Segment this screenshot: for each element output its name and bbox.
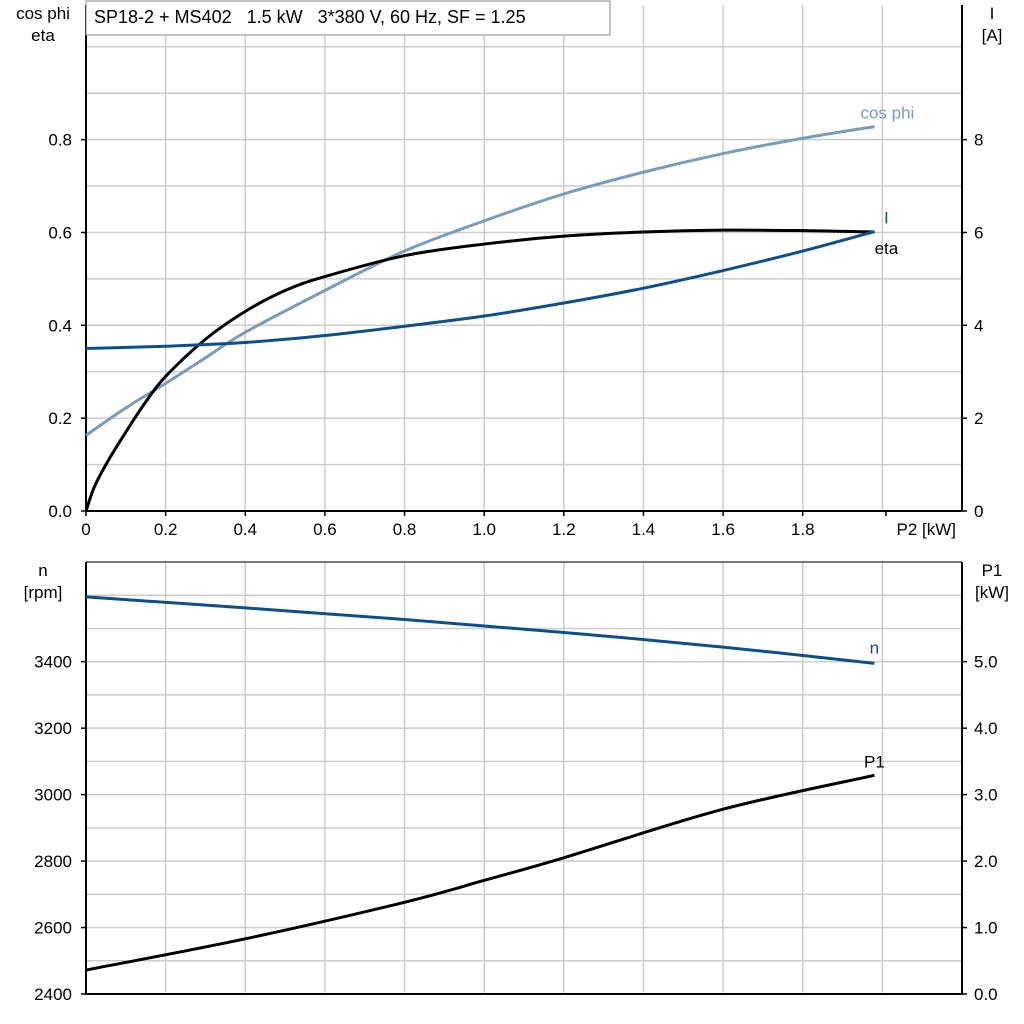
- left-tick-label: 0.8: [48, 131, 72, 150]
- title-box: [85, 0, 611, 36]
- right-tick-label: 2.0: [974, 852, 998, 871]
- series-line-i: [85, 230, 875, 351]
- right-tick-label: 8: [974, 131, 983, 150]
- x-tick-label: 0: [81, 520, 90, 539]
- series-label-n: n: [870, 638, 879, 657]
- left-tick-label: 2800: [34, 852, 72, 871]
- x-tick-label: 1.2: [552, 520, 576, 539]
- left-tick-label: 0.6: [48, 223, 72, 242]
- series-line-p1: [85, 773, 875, 972]
- right-tick-label: 5.0: [974, 653, 998, 672]
- left-tick-label: 3000: [34, 786, 72, 805]
- right-axis-label: [kW]: [975, 583, 1009, 602]
- left-tick-label: 3400: [34, 653, 72, 672]
- left-axis-label: cos phi: [16, 4, 70, 23]
- series-line-n: [85, 595, 875, 665]
- series-label-p1: P1: [864, 752, 885, 771]
- right-tick-label: 4: [974, 316, 983, 335]
- x-tick-label: 1.0: [472, 520, 496, 539]
- series-label-cos-phi: cos phi: [860, 104, 914, 123]
- left-tick-label: 0.2: [48, 409, 72, 428]
- chart-title: SP18-2 + MS402 1.5 kW 3*380 V, 60 Hz, SF…: [94, 7, 526, 27]
- right-tick-label: 0.0: [974, 985, 998, 1004]
- left-tick-label: 2400: [34, 985, 72, 1004]
- right-tick-label: 3.0: [974, 786, 998, 805]
- x-tick-label: 0.8: [393, 520, 417, 539]
- right-tick-label: 0: [974, 502, 983, 521]
- series-label-i: I: [884, 209, 889, 228]
- right-tick-label: 1.0: [974, 919, 998, 938]
- x-tick-label: 1.4: [632, 520, 656, 539]
- left-axis-label: [rpm]: [24, 583, 63, 602]
- left-tick-label: 0.0: [48, 502, 72, 521]
- x-tick-label: 0.6: [313, 520, 337, 539]
- x-tick-label: 1.6: [711, 520, 735, 539]
- right-tick-label: 4.0: [974, 719, 998, 738]
- left-tick-label: 2600: [34, 919, 72, 938]
- right-axis-label: P1: [982, 561, 1003, 580]
- right-tick-label: 6: [974, 223, 983, 242]
- series-line-eta: [84, 228, 875, 512]
- left-tick-label: 0.4: [48, 316, 72, 335]
- top-chart: 0.0 0.2 0.4 0.6 0.8 0 2 4 6 8 0 0.2 0.4 0.6 0.8 1.0 1.2 1…: [16, 4, 1002, 539]
- right-axis-label: [A]: [982, 26, 1003, 45]
- x-tick-label: 0.2: [154, 520, 178, 539]
- left-tick-label: 3200: [34, 719, 72, 738]
- left-axis-label: eta: [31, 26, 55, 45]
- bottom-chart: 2400 2600 2800 3000 3200 3400 0.0 1.0 2.0 3.0 4.0 5…: [24, 561, 1009, 1004]
- left-axis-label: n: [38, 561, 47, 580]
- right-tick-label: 2: [974, 409, 983, 428]
- right-axis-label: I: [990, 4, 995, 23]
- x-tick-label: 1.8: [791, 520, 815, 539]
- series-label-eta: eta: [875, 239, 899, 258]
- series-line-cos-phi: [85, 125, 875, 437]
- x-tick-label: 0.4: [233, 520, 257, 539]
- x-axis-label: P2 [kW]: [896, 520, 956, 539]
